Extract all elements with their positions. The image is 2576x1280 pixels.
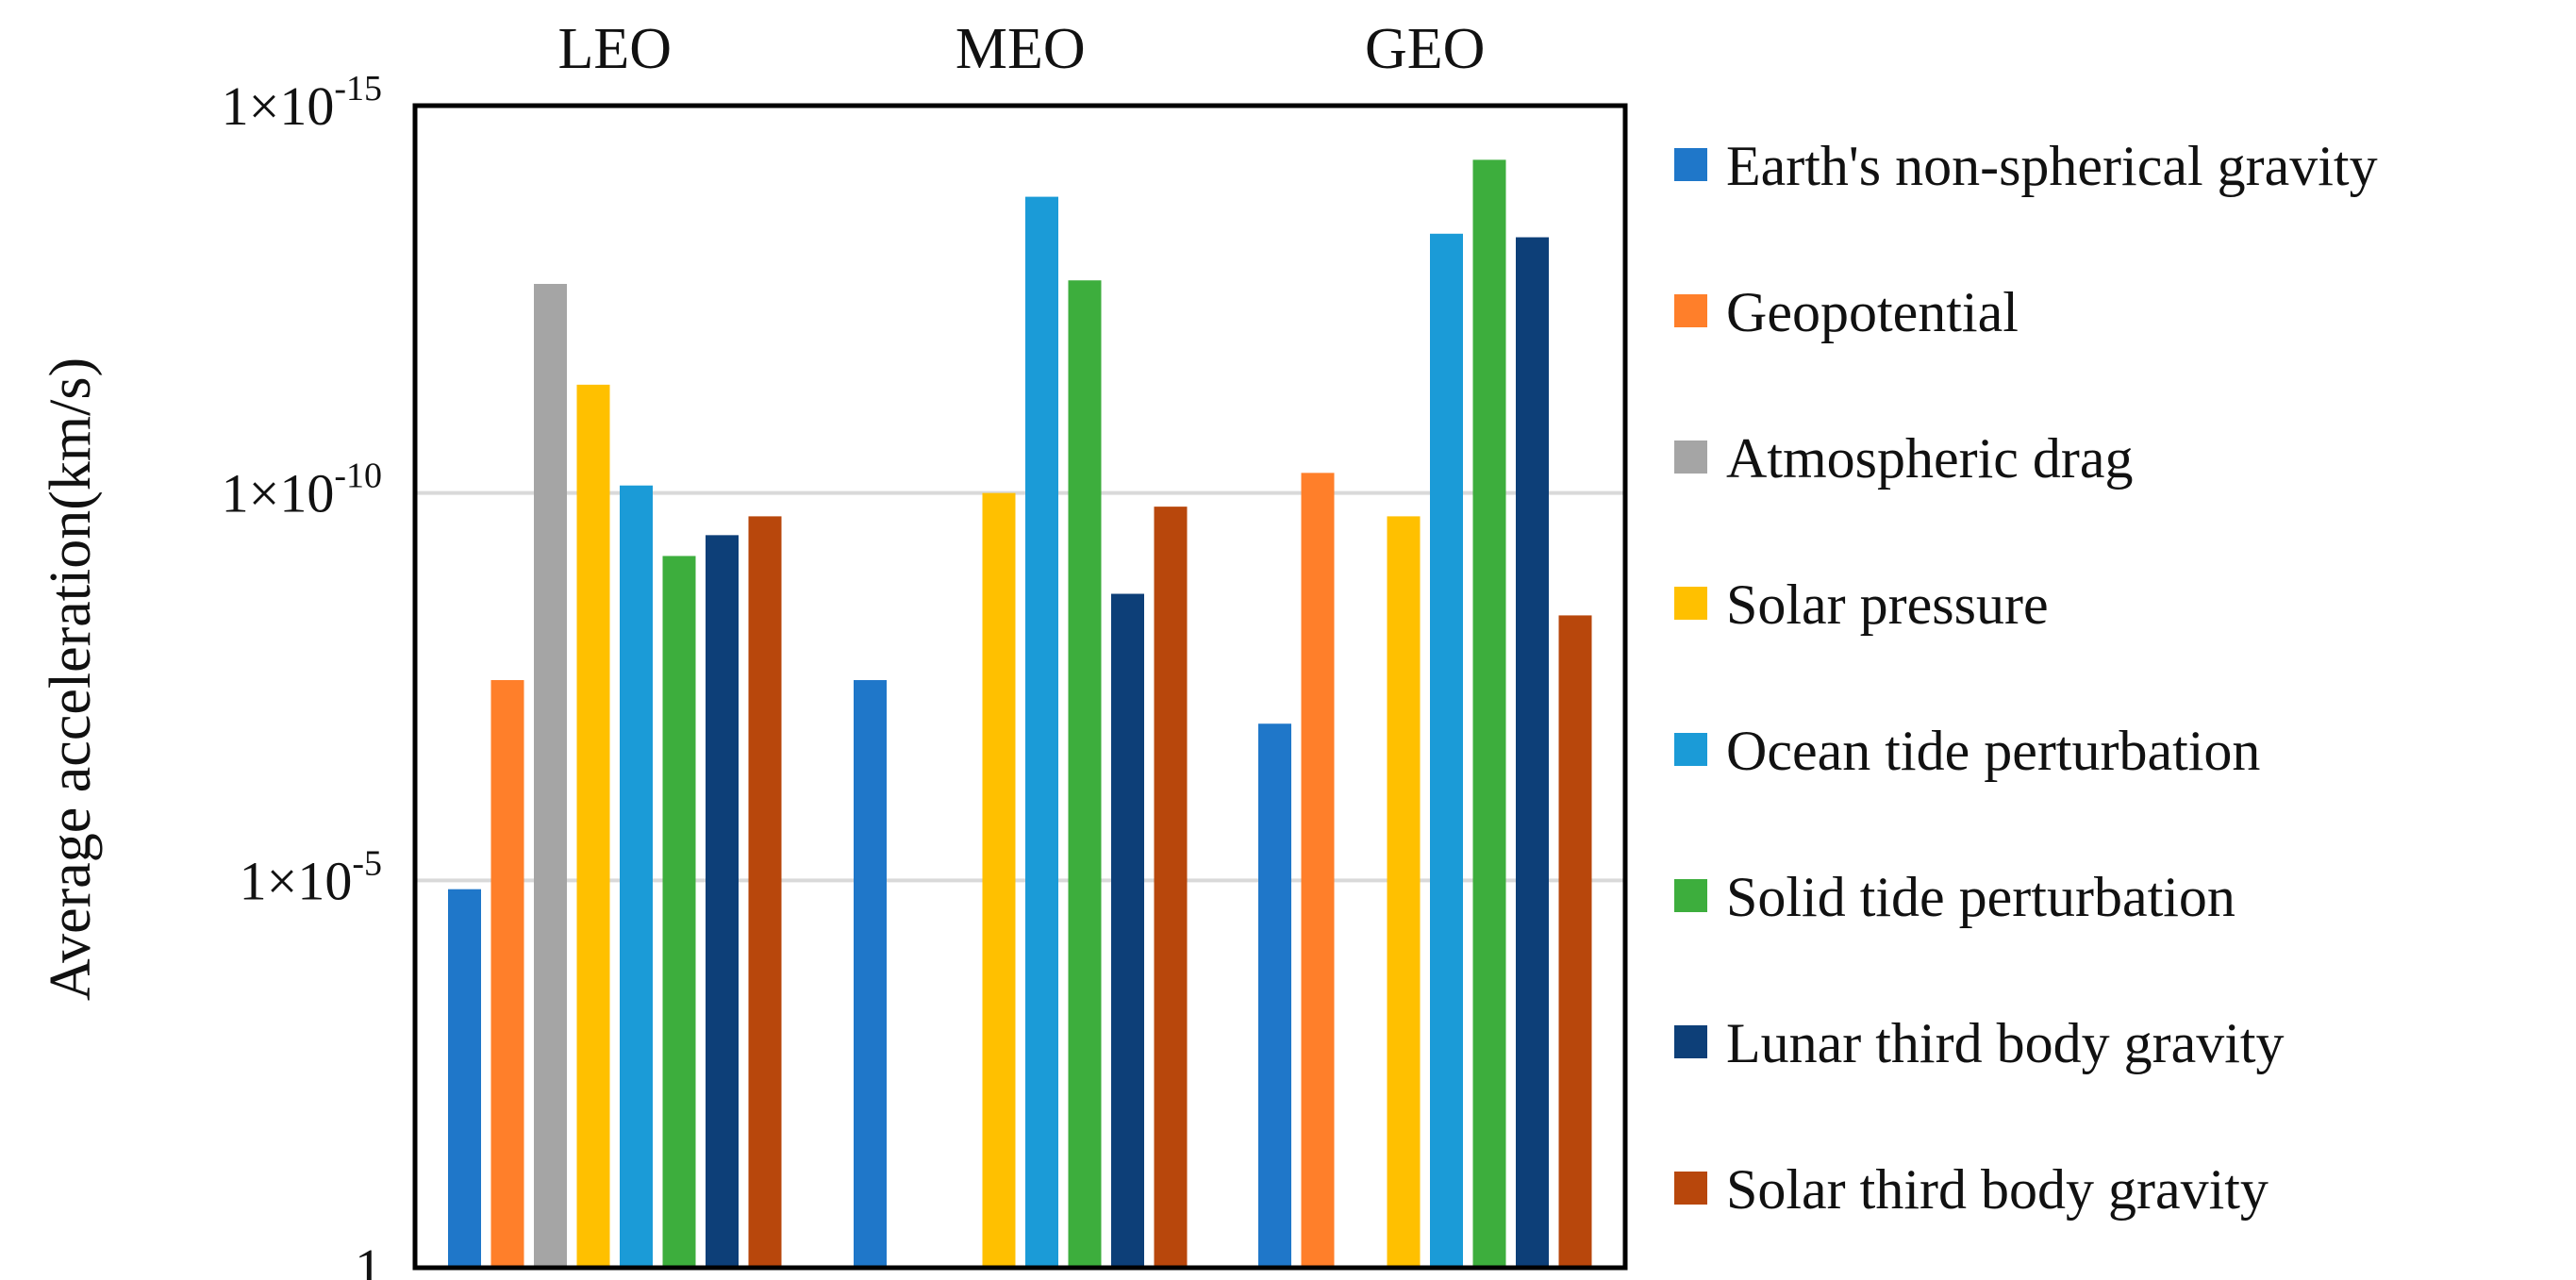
legend-label: Atmospheric drag <box>1726 427 2134 490</box>
bar <box>490 680 524 1268</box>
bar <box>576 384 610 1268</box>
y-tick-exponent: -10 <box>334 457 382 496</box>
bar <box>1516 237 1549 1268</box>
bar <box>748 516 782 1268</box>
y-tick-base: 1×10 <box>240 850 353 911</box>
category-label: LEO <box>557 17 672 81</box>
bar <box>534 283 567 1269</box>
legend-swatch <box>1674 441 1707 474</box>
legend-swatch <box>1674 879 1707 912</box>
legend-label: Solid tide perturbation <box>1726 866 2235 928</box>
bar <box>706 535 739 1268</box>
legend-swatch <box>1674 1172 1707 1205</box>
category-label: GEO <box>1365 17 1485 81</box>
bar <box>982 492 1016 1268</box>
legend-label: Ocean tide perturbation <box>1726 720 2260 782</box>
legend-label: Solar pressure <box>1726 574 2049 636</box>
bar <box>662 556 696 1268</box>
category-label: MEO <box>956 17 1086 81</box>
legend-label: Earth's non-spherical gravity <box>1726 135 2378 197</box>
legend: Earth's non-spherical gravity Geopotentia… <box>1674 135 2378 1221</box>
y-tick-label: 1×10-15 <box>222 69 382 137</box>
legend-label: Solar third body gravity <box>1726 1158 2269 1221</box>
legend-label: Lunar third body gravity <box>1726 1012 2285 1074</box>
legend-swatch <box>1674 294 1707 327</box>
y-axis-ticks: 1×10-151×10-101×10-51 <box>222 69 382 1280</box>
legend-swatch <box>1674 1025 1707 1058</box>
bar <box>1154 507 1188 1268</box>
plot-area-frame <box>412 103 1628 1271</box>
y-tick-label: 1×10-5 <box>240 843 382 911</box>
y-axis-label: Average acceleration(km/s) <box>39 357 103 1001</box>
bar <box>1558 615 1592 1268</box>
bars <box>448 159 1592 1269</box>
bar <box>1025 196 1058 1268</box>
y-tick-base: 1×10 <box>222 463 335 524</box>
y-tick-exponent: -5 <box>352 843 382 883</box>
bar <box>1258 723 1291 1268</box>
bar <box>1068 280 1102 1269</box>
bar <box>854 680 887 1268</box>
category-labels: LEO MEO GEO <box>557 17 1485 81</box>
legend-swatch <box>1674 148 1707 181</box>
gridlines <box>415 490 1625 883</box>
bar <box>620 485 653 1268</box>
bar <box>448 889 481 1268</box>
legend-swatch <box>1674 733 1707 766</box>
y-tick-exponent: -15 <box>334 69 382 108</box>
bar <box>1472 159 1506 1269</box>
bar <box>1111 593 1144 1268</box>
y-tick-label: 1×10-10 <box>222 457 382 524</box>
bar <box>1430 233 1463 1269</box>
bar <box>1387 516 1421 1268</box>
y-tick-base: 1×10 <box>222 75 335 137</box>
y-tick-label: 1 <box>355 1238 382 1280</box>
bar <box>1301 473 1335 1268</box>
legend-label: Geopotential <box>1726 281 2019 343</box>
y-tick-base: 1 <box>355 1238 382 1280</box>
legend-swatch <box>1674 587 1707 620</box>
